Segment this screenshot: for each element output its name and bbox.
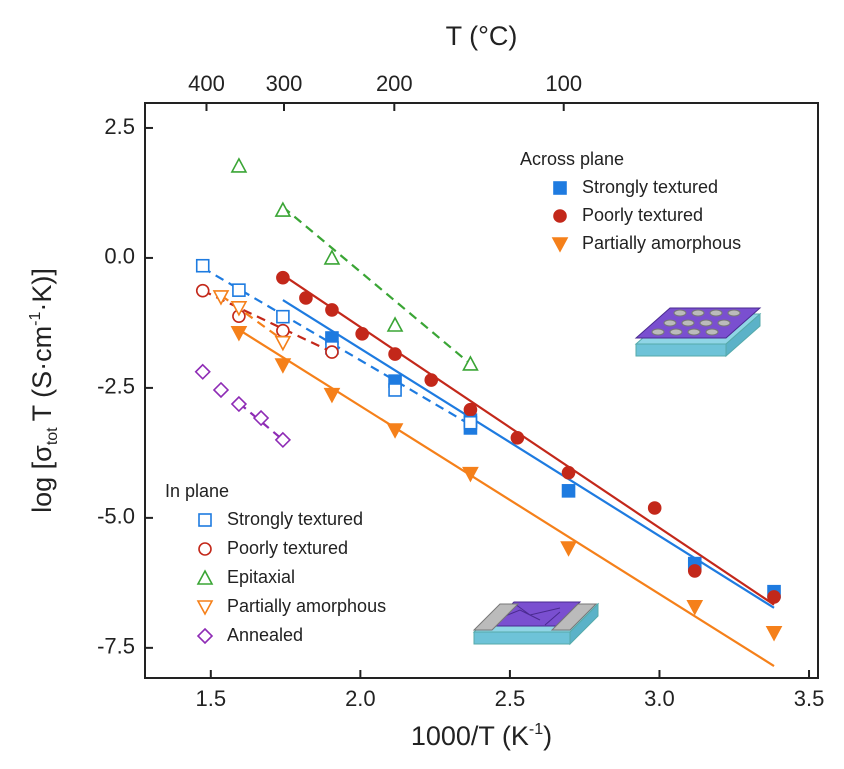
data-point: [647, 501, 662, 515]
legend-title: In plane: [165, 481, 229, 501]
data-point: [230, 301, 248, 317]
data-point: [386, 316, 404, 332]
top-x-tick-label: 100: [545, 71, 582, 96]
data-point: [355, 327, 369, 341]
data-point: [388, 383, 402, 397]
data-point: [686, 599, 704, 616]
y-axis-label: log [σtot T (S·cm-1·K)]: [27, 268, 61, 513]
data-point: [561, 484, 576, 498]
legend-marker: [551, 237, 569, 253]
legend-marker: [198, 513, 212, 527]
legend-label: Strongly textured: [582, 177, 718, 197]
data-point: [323, 249, 341, 265]
x-tick-label: 3.0: [644, 686, 675, 711]
x-axis-label: 1000/T (K-1): [411, 721, 552, 751]
data-point: [463, 402, 478, 417]
y-axis-label-part: log [σ: [27, 445, 57, 513]
y-axis-label-part: tot: [44, 427, 61, 445]
x-tick-label: 2.0: [345, 686, 376, 711]
y-axis-label-part: T (S·cm: [27, 326, 57, 422]
across-plane-illustration: [634, 307, 762, 358]
in-plane-illustration: [472, 601, 600, 646]
y-tick-label: 0.0: [104, 244, 135, 269]
x-axis-label-part: 1000/T (K: [411, 721, 529, 751]
legend-marker: [196, 627, 214, 645]
legend-marker: [196, 569, 214, 585]
data-point: [276, 323, 290, 338]
fit-line: [238, 402, 284, 441]
top-x-axis-label: T (°C): [446, 21, 518, 51]
data-point: [276, 309, 290, 324]
x-tick-label: 3.5: [794, 686, 825, 711]
data-point: [325, 345, 339, 359]
data-point: [462, 355, 479, 371]
top-x-tick-label: 300: [266, 71, 303, 96]
legend-title: Across plane: [520, 149, 624, 169]
legend-label: Partially amorphous: [582, 233, 741, 253]
plot-frame: [144, 102, 819, 679]
data-point: [386, 423, 404, 439]
data-point: [230, 157, 248, 173]
data-point: [274, 431, 292, 449]
x-axis-label-part: -1: [529, 721, 543, 738]
top-x-tick-label: 200: [376, 71, 413, 96]
legend-label: Epitaxial: [227, 567, 295, 587]
data-point: [323, 387, 341, 404]
legend-label: Annealed: [227, 625, 303, 645]
y-tick-label: -5.0: [97, 504, 135, 529]
x-tick-label: 1.5: [196, 686, 227, 711]
data-point: [212, 290, 230, 306]
y-tick-label: -7.5: [97, 634, 135, 659]
x-axis-label-part: ): [543, 721, 552, 751]
legend-marker: [553, 181, 567, 195]
data-point: [276, 270, 290, 285]
data-point: [274, 358, 292, 374]
data-point: [232, 283, 246, 297]
y-axis-label-part: -1: [27, 312, 44, 326]
legend-label: Partially amorphous: [227, 596, 386, 616]
fit-line: [238, 328, 775, 667]
data-point: [299, 291, 313, 305]
legend-label: Poorly textured: [582, 205, 703, 225]
data-point: [560, 541, 577, 557]
data-point: [230, 395, 248, 413]
fit-line: [202, 289, 333, 354]
data-point: [325, 303, 339, 317]
data-point: [212, 381, 230, 399]
data-point: [561, 465, 576, 480]
fit-line: [282, 299, 775, 609]
data-point: [510, 431, 525, 445]
data-point: [252, 409, 270, 427]
data-point: [462, 466, 479, 483]
data-point: [463, 415, 478, 430]
data-point: [230, 325, 248, 342]
data-point: [195, 258, 210, 273]
legend-marker: [553, 209, 567, 223]
data-point: [274, 335, 292, 352]
legend-label: Strongly textured: [227, 509, 363, 529]
legend-label: Poorly textured: [227, 538, 348, 558]
fit-line: [282, 206, 472, 365]
data-point: [424, 373, 439, 387]
data-point: [388, 347, 402, 361]
data-point: [195, 283, 210, 298]
x-tick-label: 2.5: [495, 686, 526, 711]
data-point: [274, 201, 292, 217]
legend-marker: [198, 542, 212, 556]
y-axis-label-part: ·K)]: [27, 268, 57, 312]
data-point: [765, 625, 783, 642]
data-point: [767, 590, 781, 604]
y-tick-label: -2.5: [97, 374, 135, 399]
y-tick-label: 2.5: [104, 114, 135, 139]
fit-line: [220, 294, 284, 341]
data-point: [194, 363, 211, 380]
legend-marker: [196, 600, 214, 616]
top-x-tick-label: 400: [188, 71, 225, 96]
data-point: [687, 564, 702, 578]
